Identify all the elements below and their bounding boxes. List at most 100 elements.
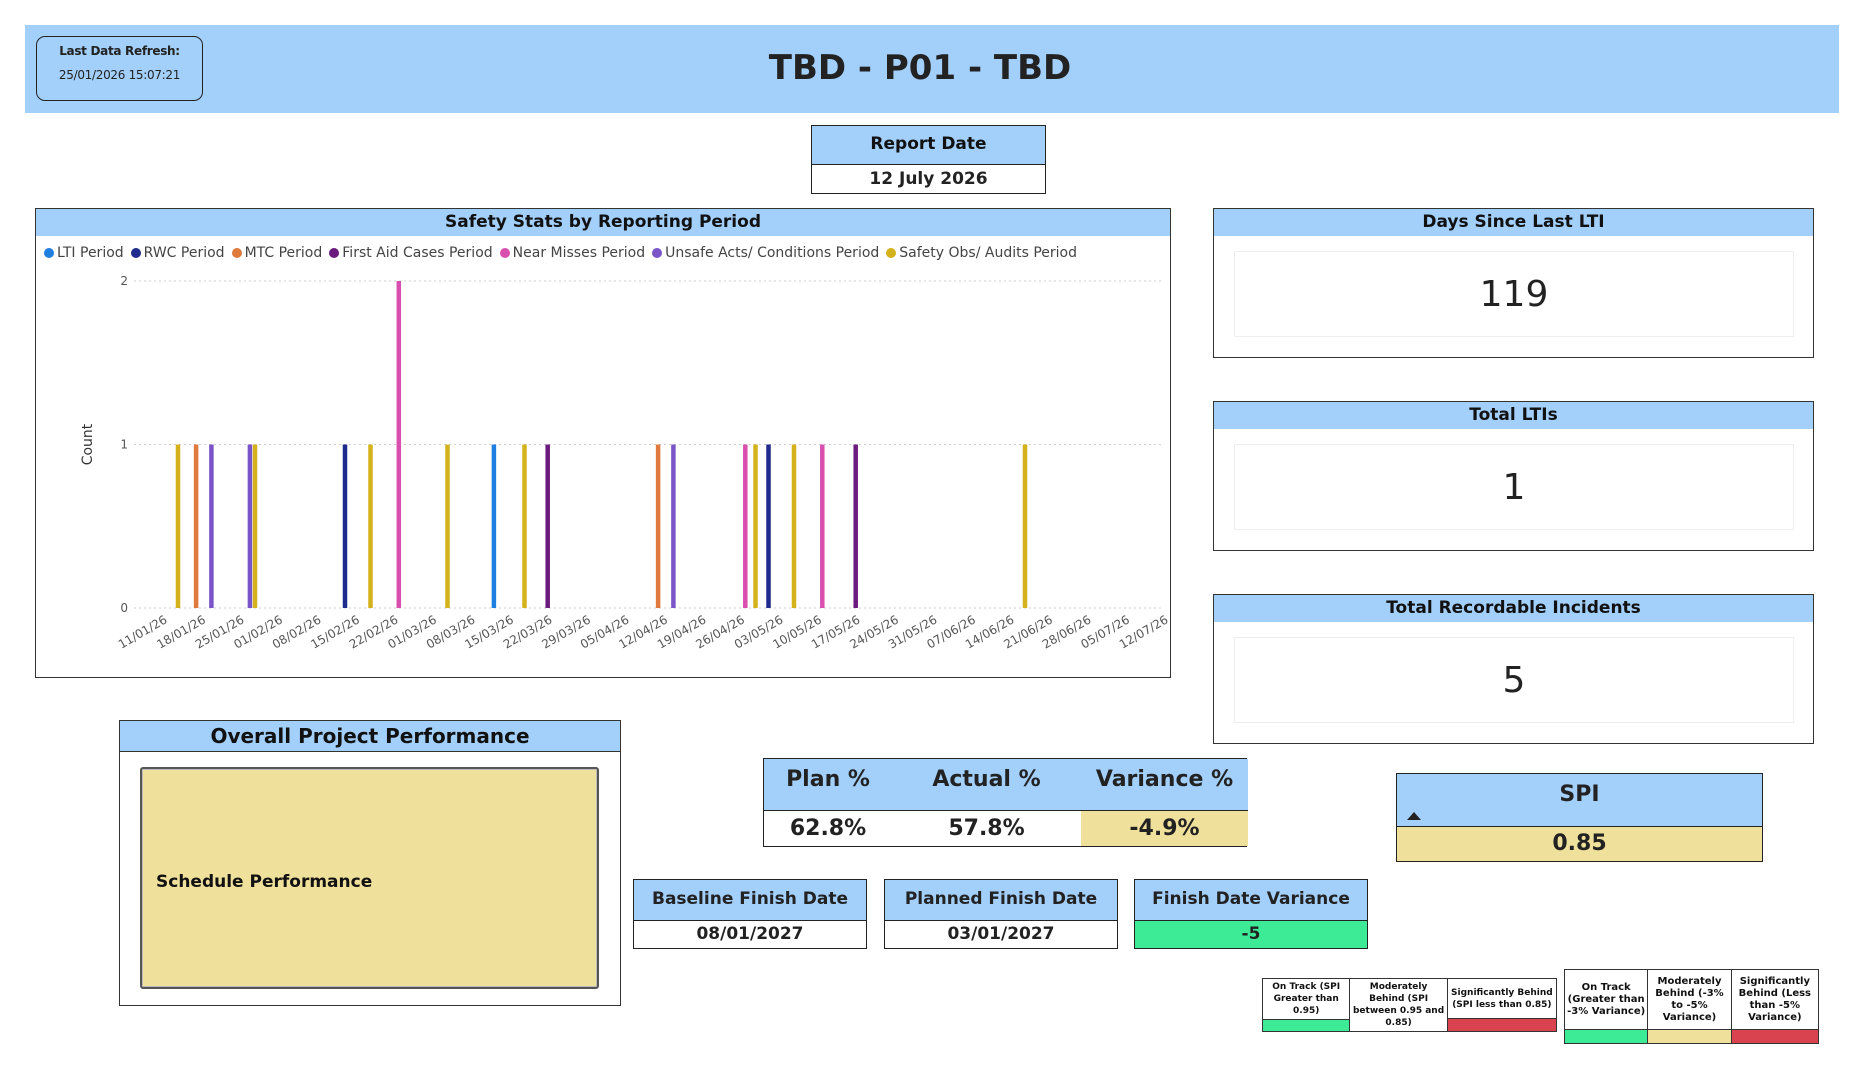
- report-date-value: 12 July 2026: [869, 169, 988, 189]
- schedule-performance-label: Schedule Performance: [156, 872, 373, 892]
- y-axis-label: Count: [80, 423, 96, 465]
- spi-key-swatch: [1350, 1031, 1447, 1032]
- overall-project-performance-panel: Overall Project Performance Schedule Per…: [119, 720, 621, 1006]
- safety-stats-chart[interactable]: 012Count11/01/2618/01/2625/01/2601/02/26…: [36, 209, 1172, 679]
- bar: [252, 444, 258, 608]
- plan-header: Plan %: [764, 759, 892, 811]
- legend-item[interactable]: RWC Period: [130, 245, 225, 261]
- chart-legend: LTI Period RWC Period MTC Period First Aid …: [44, 245, 1077, 261]
- legend-dot-icon: [499, 248, 510, 258]
- legend-label: RWC Period: [143, 245, 225, 261]
- finish-variance-label: Finish Date Variance: [1135, 880, 1367, 921]
- legend-item[interactable]: First Aid Cases Period: [329, 245, 493, 261]
- chart-title: Safety Stats by Reporting Period: [36, 209, 1170, 236]
- spi-key-label: Significantly Behind (SPI less than 0.85…: [1451, 987, 1553, 1010]
- variance-key-swatch: [1731, 1029, 1818, 1043]
- bar: [545, 444, 550, 608]
- variance-key-swatch: [1648, 1029, 1731, 1043]
- kpi-days-since-lti: Days Since Last LTI 119: [1213, 208, 1814, 358]
- last-refresh-value: 25/01/2026 15:07:21: [58, 68, 181, 82]
- legend-dot-icon: [44, 248, 54, 258]
- planned-finish-value: 03/01/2027: [947, 924, 1055, 944]
- bar: [1022, 444, 1028, 608]
- spi-key-moderately-behind: Moderately Behind (SPI between 0.95 and …: [1350, 979, 1448, 1032]
- kpi-value: 1: [1234, 444, 1794, 530]
- variance-key-label: On Track (Greater than -3% Variance): [1567, 981, 1646, 1017]
- legend-dot-icon: [886, 248, 897, 258]
- bar: [853, 444, 858, 608]
- kpi-total-recordable-incidents: Total Recordable Incidents 5: [1213, 594, 1814, 744]
- bar: [766, 444, 771, 608]
- header-bar: [25, 25, 1839, 113]
- bar: [247, 444, 253, 608]
- y-tick-label: 0: [120, 601, 128, 615]
- last-refresh-card: Last Data Refresh: 25/01/2026 15:07:21: [36, 36, 203, 101]
- spi-value: 0.85: [1397, 827, 1762, 861]
- variance-key-moderately-behind: Moderately Behind (-3% to -5% Variance): [1648, 970, 1732, 1043]
- bar: [791, 444, 797, 608]
- y-tick-label: 1: [120, 438, 128, 452]
- kpi-label: Total LTIs: [1214, 402, 1813, 429]
- variance-key-label: Significantly Behind (Less than -5% Vari…: [1738, 975, 1812, 1023]
- variance-key-significantly-behind: Significantly Behind (Less than -5% Vari…: [1731, 970, 1818, 1043]
- overall-title: Overall Project Performance: [120, 721, 620, 752]
- schedule-performance-card[interactable]: Schedule Performance: [140, 767, 599, 989]
- legend-label: Safety Obs/ Audits Period: [899, 245, 1077, 261]
- bar: [342, 444, 348, 608]
- spi-key-swatch: [1263, 1019, 1350, 1031]
- spi-key-label: On Track (SPI Greater than 0.95): [1272, 982, 1341, 1016]
- finish-date-variance-card: Finish Date Variance -5: [1134, 879, 1368, 949]
- actual-value: 57.8%: [948, 816, 1025, 841]
- variance-color-key: On Track (Greater than -3% Variance) Mod…: [1564, 969, 1819, 1044]
- baseline-finish-label: Baseline Finish Date: [634, 880, 866, 921]
- legend-dot-icon: [130, 248, 141, 258]
- bar: [396, 281, 402, 608]
- bar: [368, 444, 373, 608]
- variance-value: -4.9%: [1081, 811, 1248, 846]
- kpi-label: Total Recordable Incidents: [1214, 595, 1813, 622]
- bar: [671, 444, 676, 608]
- legend-item[interactable]: Safety Obs/ Audits Period: [886, 245, 1077, 261]
- spi-card: SPI 0.85: [1396, 773, 1763, 862]
- legend-dot-icon: [652, 248, 663, 258]
- legend-label: First Aid Cases Period: [342, 245, 493, 261]
- spi-header: SPI: [1397, 774, 1762, 827]
- y-tick-label: 2: [120, 274, 128, 288]
- bar: [753, 444, 758, 608]
- kpi-total-ltis: Total LTIs 1: [1213, 401, 1814, 551]
- baseline-finish-date-card: Baseline Finish Date 08/01/2027: [633, 879, 867, 949]
- bar: [655, 444, 661, 608]
- spi-color-key: On Track (SPI Greater than 0.95) Moderat…: [1262, 978, 1557, 1032]
- planned-finish-date-card: Planned Finish Date 03/01/2027: [884, 879, 1118, 949]
- legend-label: Unsafe Acts/ Conditions Period: [665, 245, 880, 261]
- triangle-up-icon: [1407, 812, 1421, 820]
- bar: [445, 444, 450, 608]
- bar: [820, 444, 825, 608]
- variance-header: Variance %: [1081, 759, 1248, 811]
- legend-item[interactable]: MTC Period: [231, 245, 322, 261]
- kpi-value: 5: [1234, 637, 1794, 723]
- legend-item[interactable]: LTI Period: [44, 245, 124, 261]
- report-date-label: Report Date: [812, 126, 1045, 165]
- progress-table: Plan % Actual % Variance % 62.8% 57.8% -…: [763, 758, 1248, 847]
- legend-item[interactable]: Unsafe Acts/ Conditions Period: [652, 245, 879, 261]
- planned-finish-label: Planned Finish Date: [885, 880, 1117, 921]
- variance-key-label: Moderately Behind (-3% to -5% Variance): [1655, 975, 1724, 1023]
- spi-key-swatch: [1447, 1018, 1556, 1031]
- actual-header: Actual %: [892, 759, 1081, 811]
- legend-label: LTI Period: [57, 245, 124, 261]
- bar: [175, 444, 181, 608]
- plan-value: 62.8%: [789, 816, 867, 841]
- page-title: TBD - P01 - TBD: [768, 48, 1072, 88]
- last-refresh-label: Last Data Refresh:: [59, 44, 180, 58]
- variance-key-swatch: [1565, 1029, 1648, 1043]
- legend-item[interactable]: Near Misses Period: [499, 245, 645, 261]
- bar: [491, 444, 497, 608]
- baseline-finish-value: 08/01/2027: [696, 924, 804, 944]
- variance-key-on-track: On Track (Greater than -3% Variance): [1565, 970, 1649, 1043]
- bar: [743, 444, 748, 608]
- report-date-card: Report Date 12 July 2026: [811, 125, 1046, 194]
- finish-variance-value: -5: [1135, 921, 1367, 948]
- safety-stats-chart-panel[interactable]: Safety Stats by Reporting Period 0 1 2 Coun…: [35, 208, 1171, 678]
- spi-key-significantly-behind: Significantly Behind (SPI less than 0.85…: [1447, 979, 1556, 1031]
